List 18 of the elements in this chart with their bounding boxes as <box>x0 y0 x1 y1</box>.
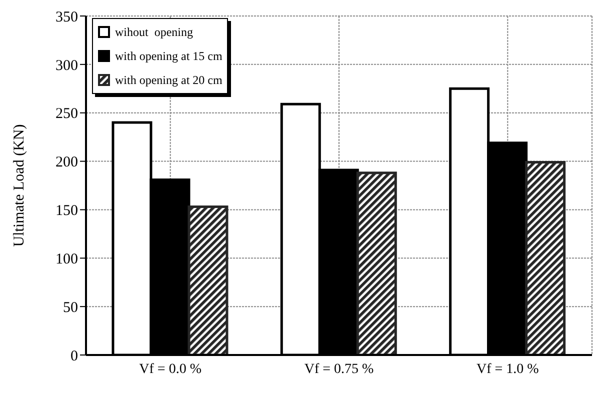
y-tick-label: 250 <box>56 106 78 122</box>
y-tick-label: 300 <box>56 58 78 74</box>
y-tick-label: 150 <box>56 203 78 220</box>
y-tick-label: 200 <box>56 154 78 171</box>
bar <box>525 161 566 355</box>
y-tick-label: 50 <box>63 300 78 316</box>
y-tick-label: 0 <box>70 348 78 364</box>
x-tick-label: Vf = 1.0 % <box>476 362 540 377</box>
legend-label: wihout opening <box>115 24 193 40</box>
x-tick-label: Vf = 0.0 % <box>139 362 202 377</box>
bar <box>188 206 228 355</box>
bar <box>356 172 397 355</box>
y-tick-label: 350 <box>56 9 78 26</box>
y-tick-label: 100 <box>56 251 78 268</box>
legend-label: with opening at 20 cm <box>115 72 222 88</box>
legend-label: with opening at 15 cm <box>115 48 222 64</box>
x-tick-label: Vf = 0.75 % <box>304 362 374 377</box>
y-axis-title: Ultimate Load (KN) <box>11 124 28 247</box>
